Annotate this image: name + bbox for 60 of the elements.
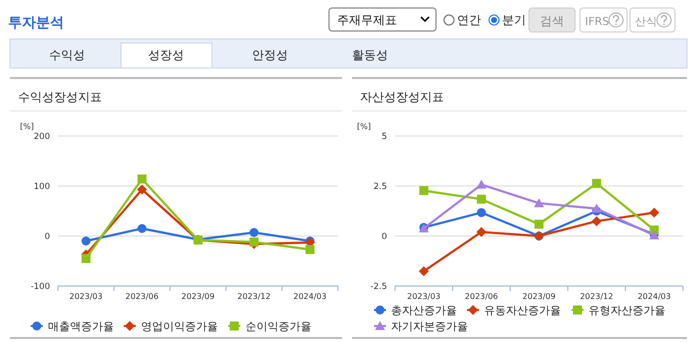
point bbox=[418, 266, 429, 276]
point bbox=[138, 224, 146, 233]
point bbox=[649, 208, 660, 218]
point bbox=[250, 228, 258, 237]
y-axis-title: [%] bbox=[357, 122, 371, 131]
x-tick-label: 2023/09 bbox=[522, 292, 556, 301]
text: 연간 bbox=[457, 13, 481, 27]
text: 산식 bbox=[635, 15, 657, 28]
text: 안정성 bbox=[252, 48, 288, 62]
legend-label: 영업이익증가율 bbox=[140, 320, 218, 333]
point bbox=[137, 184, 147, 194]
point bbox=[476, 208, 486, 218]
y-tick-label: 0 bbox=[382, 232, 387, 242]
legend-label: 유형자산증가율 bbox=[588, 304, 666, 317]
x-tick-label: 2023/09 bbox=[181, 292, 215, 301]
x-tick-label: 2023/12 bbox=[580, 292, 614, 301]
legend-label: 총자산증가율 bbox=[391, 304, 457, 317]
x-tick-label: 2023/03 bbox=[407, 292, 440, 301]
y-tick-label: -100 bbox=[30, 282, 50, 292]
text: 활동성 bbox=[352, 48, 388, 62]
point bbox=[82, 236, 90, 246]
x-tick-label: 2023/12 bbox=[237, 292, 271, 301]
point bbox=[534, 220, 544, 229]
text: IFRS bbox=[585, 15, 610, 28]
point bbox=[476, 227, 486, 237]
point bbox=[419, 186, 428, 196]
legend-label: 유동자산증가율 bbox=[484, 304, 561, 317]
y-tick-label: 200 bbox=[34, 132, 50, 142]
y-axis-title: [%] bbox=[20, 122, 34, 131]
x-tick-label: 2023/06 bbox=[464, 292, 498, 301]
point bbox=[476, 180, 486, 189]
y-tick-label: 2.5 bbox=[373, 182, 387, 192]
legend-label: 자기자본증가율 bbox=[391, 320, 468, 333]
point bbox=[592, 178, 602, 188]
point bbox=[306, 245, 314, 254]
point bbox=[476, 194, 486, 204]
text: 성장성 bbox=[148, 48, 184, 62]
point bbox=[138, 174, 146, 184]
point bbox=[82, 254, 90, 263]
text: 검색 bbox=[540, 14, 564, 28]
text: 분기 bbox=[502, 13, 526, 27]
text: 주재무제표 bbox=[337, 13, 397, 27]
y-tick-label: 5 bbox=[382, 132, 387, 142]
point bbox=[592, 204, 602, 213]
text: 투자분석 bbox=[8, 15, 64, 31]
x-tick-label: 2023/06 bbox=[125, 292, 159, 301]
y-tick-label: -2.5 bbox=[370, 282, 387, 292]
point bbox=[534, 198, 544, 208]
text: 수익성 bbox=[49, 48, 85, 62]
legend-label: 순이익증가율 bbox=[245, 320, 312, 333]
x-tick-label: 2023/03 bbox=[69, 292, 103, 301]
y-tick-label: 100 bbox=[34, 182, 50, 192]
chart-title: 수익성장성지표 bbox=[18, 90, 102, 104]
x-tick-label: 2024/03 bbox=[638, 292, 671, 301]
y-tick-label: 0 bbox=[44, 232, 50, 242]
legend-label: 매출액증가율 bbox=[48, 320, 114, 333]
point bbox=[250, 238, 258, 246]
point bbox=[592, 216, 602, 226]
x-tick-label: 2024/03 bbox=[293, 292, 327, 301]
chart-title: 자산성장성지표 bbox=[360, 90, 444, 104]
